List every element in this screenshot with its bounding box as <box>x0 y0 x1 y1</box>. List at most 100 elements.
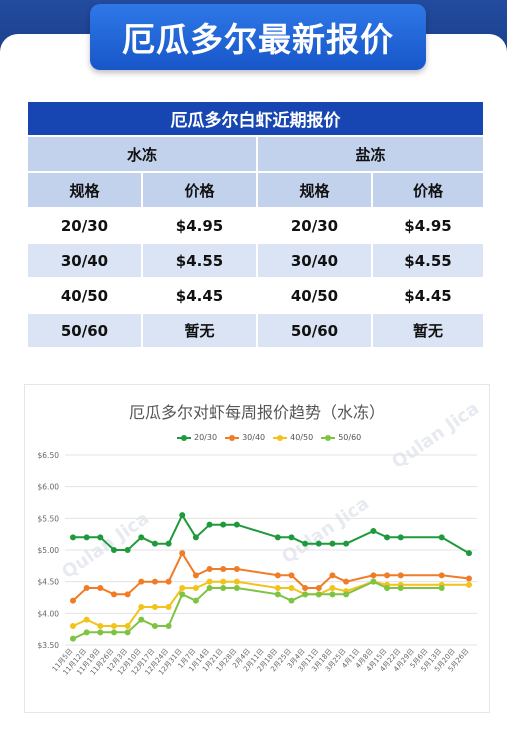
chart-plot-area: $3.50$4.00$4.50$5.00$5.50$6.00$6.5011月5日… <box>38 451 477 677</box>
data-point <box>151 623 158 629</box>
price-table-title: 厄瓜多尔白虾近期报价 <box>28 102 483 135</box>
data-point <box>124 547 131 553</box>
legend-item: 20/30 <box>177 433 217 442</box>
data-point <box>315 540 322 547</box>
data-point <box>315 591 322 598</box>
table-row: 20/30 $4.95 20/30 $4.95 <box>28 209 483 242</box>
price-trend-chart: 厄瓜多尔对虾每周报价趋势（水冻） 20/30 30/40 40/50 50/60… <box>24 384 490 713</box>
data-point <box>165 604 172 610</box>
legend-label: 50/60 <box>338 433 362 442</box>
data-point <box>179 512 186 519</box>
data-point <box>274 591 281 598</box>
legend-item: 40/50 <box>273 433 313 442</box>
data-point <box>192 534 199 541</box>
table-cell: $4.95 <box>143 209 258 242</box>
data-point <box>206 585 213 591</box>
data-point <box>179 585 186 591</box>
data-point <box>138 534 145 541</box>
column-header-spec: 规格 <box>258 173 373 207</box>
data-point <box>179 550 186 557</box>
data-point <box>97 623 104 629</box>
data-point <box>138 616 145 623</box>
data-point <box>288 597 295 604</box>
data-point <box>288 572 295 579</box>
legend-item: 50/60 <box>321 433 361 442</box>
table-row: 30/40 $4.55 30/40 $4.55 <box>28 244 483 277</box>
data-point <box>220 566 227 572</box>
data-point <box>302 540 309 547</box>
data-point <box>315 585 322 591</box>
y-tick-label: $5.00 <box>38 546 60 555</box>
y-tick-label: $4.50 <box>38 578 60 587</box>
legend-swatch <box>225 434 240 441</box>
table-cell: $4.45 <box>143 279 258 312</box>
legend-label: 20/30 <box>194 433 218 442</box>
table-cell: 50/60 <box>28 314 143 347</box>
data-point <box>370 578 377 585</box>
data-point <box>165 623 172 629</box>
chart-legend: 20/30 30/40 40/50 50/60 <box>177 433 361 442</box>
data-point <box>466 581 472 588</box>
data-point <box>124 629 131 636</box>
data-point <box>343 540 350 547</box>
table-cell: 20/30 <box>28 209 143 242</box>
page-title-banner: 厄瓜多尔最新报价 <box>90 4 426 70</box>
data-point <box>384 534 391 541</box>
page-title: 厄瓜多尔最新报价 <box>122 20 394 59</box>
data-point <box>288 585 295 591</box>
data-point <box>343 578 350 585</box>
data-point <box>97 534 104 541</box>
data-point <box>329 591 336 598</box>
data-point <box>110 623 117 629</box>
data-point <box>233 521 240 528</box>
data-point <box>206 521 213 528</box>
legend-swatch <box>321 434 336 441</box>
data-point <box>220 585 227 591</box>
data-point <box>370 528 377 534</box>
data-point <box>466 575 472 582</box>
table-cell: $4.55 <box>373 244 483 277</box>
data-point <box>83 534 90 541</box>
table-row: 50/60 暂无 50/60 暂无 <box>28 314 483 347</box>
data-point <box>274 585 281 591</box>
table-row: 40/50 $4.45 40/50 $4.45 <box>28 279 483 312</box>
data-point <box>233 578 240 585</box>
data-point <box>384 585 391 591</box>
data-point <box>438 585 445 591</box>
legend-swatch <box>177 434 191 441</box>
table-cell: 暂无 <box>373 314 483 347</box>
data-point <box>329 572 336 579</box>
table-cell: $4.95 <box>404 216 452 235</box>
column-header-price: 价格 <box>373 173 483 207</box>
data-point <box>97 629 104 636</box>
data-point <box>329 585 336 591</box>
data-point <box>138 578 145 585</box>
data-point <box>343 591 350 598</box>
data-point <box>274 534 281 541</box>
legend-label: 30/40 <box>242 433 266 442</box>
chart-title: 厄瓜多尔对虾每周报价趋势（水冻） <box>128 403 385 422</box>
data-point <box>124 591 131 598</box>
table-cell: $4.55 <box>143 244 258 277</box>
y-tick-label: $5.50 <box>38 514 60 523</box>
data-point <box>206 578 213 585</box>
legend-item: 30/40 <box>225 433 265 442</box>
data-point <box>466 550 472 557</box>
data-point <box>329 540 336 547</box>
data-point <box>192 585 199 591</box>
data-point <box>288 534 295 541</box>
data-point <box>397 534 404 541</box>
data-point <box>151 604 158 610</box>
data-point <box>302 585 309 591</box>
data-point <box>138 604 145 610</box>
y-tick-label: $6.50 <box>38 451 60 460</box>
table-cell: $4.45 <box>404 286 452 305</box>
table-cell: 20/30 <box>258 209 373 242</box>
data-point <box>97 585 104 591</box>
legend-swatch <box>273 434 288 441</box>
data-point <box>220 521 227 528</box>
table-cell: 50/60 <box>258 314 373 347</box>
data-point <box>83 616 90 623</box>
series-line <box>73 513 470 555</box>
data-point <box>70 635 76 642</box>
